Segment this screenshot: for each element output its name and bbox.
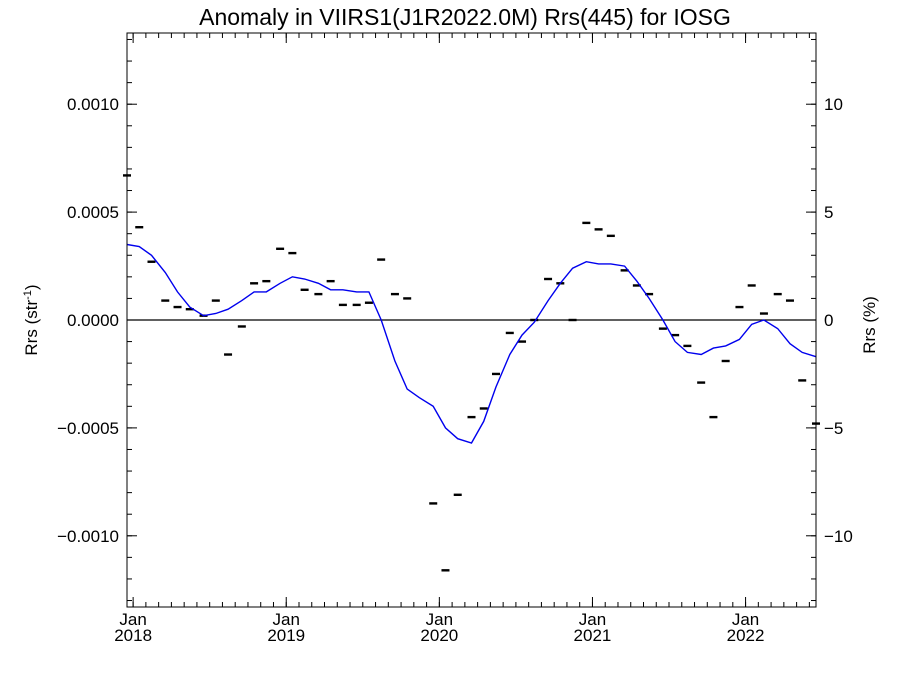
- data-point-10: [250, 282, 259, 285]
- data-point-37: [606, 234, 615, 238]
- data-point-51: [785, 299, 794, 302]
- y-tick-label-left-4: −0.0010: [57, 527, 119, 546]
- series-layer: [123, 174, 820, 572]
- x-tick-month-3: Jan: [579, 610, 606, 629]
- data-point-4: [173, 305, 182, 309]
- data-point-5: [185, 308, 194, 311]
- data-point-50: [773, 292, 782, 296]
- data-point-26: [467, 415, 476, 419]
- data-point-20: [377, 258, 386, 261]
- data-point-44: [697, 381, 706, 384]
- data-point-39: [632, 284, 641, 287]
- data-point-7: [211, 299, 220, 302]
- y-tick-label-right-4: −10: [824, 527, 853, 546]
- data-point-38: [620, 269, 629, 272]
- data-point-13: [288, 251, 297, 255]
- data-point-14: [300, 288, 309, 291]
- data-point-36: [594, 228, 603, 231]
- data-point-8: [224, 353, 233, 356]
- data-point-11: [262, 279, 271, 283]
- data-point-3: [161, 299, 170, 302]
- right-axis-label: Rrs (%): [860, 296, 879, 354]
- data-point-34: [568, 318, 577, 322]
- data-point-35: [582, 221, 591, 225]
- data-point-40: [645, 292, 654, 296]
- data-point-15: [314, 292, 323, 296]
- data-point-21: [390, 292, 399, 296]
- data-point-2: [147, 260, 156, 263]
- data-point-28: [491, 372, 500, 376]
- y-tick-label-right-1: 5: [824, 203, 833, 222]
- data-point-52: [798, 379, 807, 382]
- data-point-12: [276, 247, 285, 250]
- axes-layer: 0.0010 0.0005 0.0000 −0.0005 −0.0010 10 5 0 −5 −1…: [57, 33, 853, 645]
- chart-title: Anomaly in VIIRS1(J1R2022.0M) Rrs(445) f…: [199, 4, 731, 30]
- y-tick-label-right-3: −5: [824, 419, 843, 438]
- data-point-1: [135, 226, 144, 229]
- x-tick-month-1: Jan: [273, 610, 300, 629]
- data-point-41: [658, 327, 667, 330]
- data-point-46: [721, 359, 730, 363]
- data-point-43: [683, 344, 692, 348]
- x-tick-year-1: 2019: [267, 626, 305, 645]
- data-point-17: [338, 303, 347, 307]
- data-point-48: [747, 284, 756, 287]
- plot-frame: [126, 32, 817, 608]
- data-point-24: [441, 569, 450, 572]
- data-point-22: [403, 297, 412, 300]
- data-point-19: [364, 301, 373, 304]
- y-tick-label-right-0: 10: [824, 95, 843, 114]
- smoothed-line: [126, 243, 817, 444]
- y-tick-label-left-0: 0.0010: [67, 95, 119, 114]
- data-point-18: [352, 303, 361, 307]
- x-tick-year-0: 2018: [114, 626, 152, 645]
- data-point-27: [479, 407, 488, 410]
- data-point-16: [326, 279, 335, 283]
- data-point-30: [518, 340, 527, 343]
- data-point-42: [671, 333, 680, 337]
- y-tick-label-left-3: −0.0005: [57, 419, 119, 438]
- data-point-45: [709, 415, 718, 419]
- data-point-25: [453, 493, 462, 496]
- y-tick-label-right-2: 0: [824, 311, 833, 330]
- data-point-23: [429, 502, 438, 505]
- left-axis-label: Rrs (str-1): [22, 284, 41, 355]
- data-point-32: [544, 277, 553, 281]
- data-point-29: [505, 331, 514, 335]
- x-tick-month-2: Jan: [426, 610, 453, 629]
- data-point-49: [759, 312, 768, 315]
- x-tick-year-3: 2021: [574, 626, 612, 645]
- data-point-47: [735, 305, 744, 309]
- data-point-31: [530, 318, 539, 322]
- x-tick-year-4: 2022: [727, 626, 765, 645]
- x-tick-month-4: Jan: [732, 610, 759, 629]
- x-tick-year-2: 2020: [420, 626, 458, 645]
- y-tick-label-left-1: 0.0005: [67, 203, 119, 222]
- y-tick-label-left-2: 0.0000: [67, 311, 119, 330]
- data-point-9: [237, 325, 246, 328]
- x-tick-month-0: Jan: [119, 610, 146, 629]
